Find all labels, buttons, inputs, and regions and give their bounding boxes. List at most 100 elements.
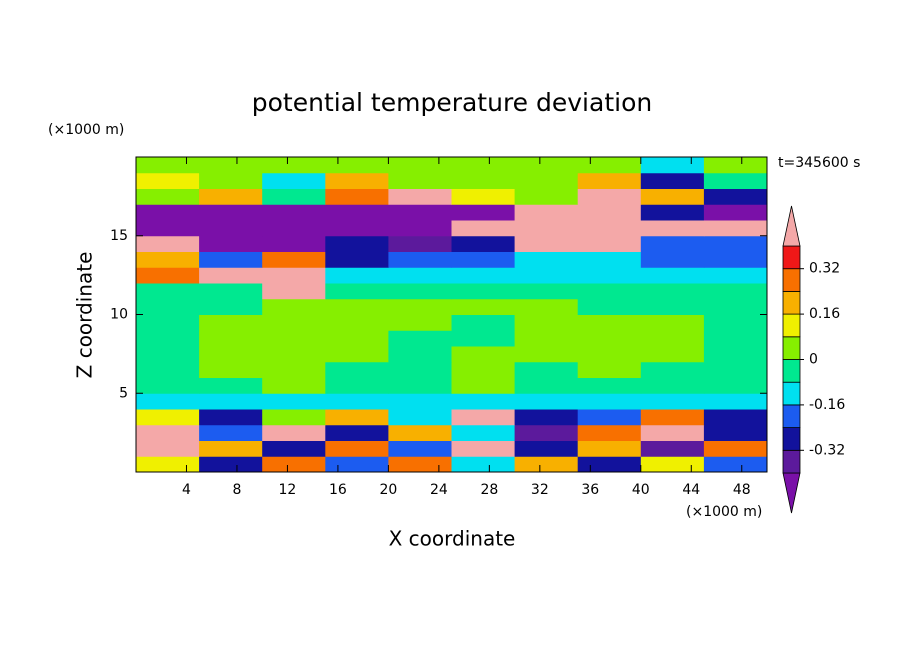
y-unit: (×1000 m) bbox=[48, 122, 124, 138]
contour-cell bbox=[577, 283, 642, 300]
contour-cell bbox=[136, 393, 200, 410]
contour-cell bbox=[262, 440, 326, 457]
colorbar-box bbox=[782, 290, 801, 315]
contour-cell bbox=[451, 172, 516, 189]
contour-cell bbox=[136, 361, 200, 378]
contour-cell bbox=[703, 251, 768, 268]
contour-cell bbox=[388, 204, 452, 221]
contour-cell bbox=[136, 440, 200, 457]
contour-cell bbox=[199, 330, 263, 347]
contour-cell bbox=[703, 424, 768, 441]
contour-cell bbox=[577, 409, 642, 426]
contour-cell bbox=[136, 377, 200, 394]
contour-cell bbox=[136, 456, 200, 473]
contour-cell bbox=[136, 204, 200, 221]
contour-cell bbox=[388, 267, 452, 284]
contour-cell bbox=[640, 440, 705, 457]
contour-cell bbox=[514, 409, 579, 426]
contour-cell bbox=[703, 298, 768, 315]
contour-cell bbox=[703, 393, 768, 410]
contour-cell bbox=[388, 235, 452, 252]
contour-cell bbox=[577, 157, 642, 174]
contour-cell bbox=[640, 361, 705, 378]
colorbar-tick-label: -0.32 bbox=[809, 442, 845, 458]
contour-cell bbox=[640, 314, 705, 331]
colorbar-box bbox=[782, 268, 801, 292]
contour-cell bbox=[640, 172, 705, 189]
x-tick-label: 24 bbox=[430, 482, 448, 498]
contour-cell bbox=[451, 409, 516, 426]
contour-cell bbox=[199, 283, 263, 300]
contour-cell bbox=[325, 267, 389, 284]
contour-cell bbox=[388, 361, 452, 378]
contour-cell bbox=[451, 298, 516, 315]
contour-cell bbox=[451, 330, 516, 347]
y-tick-label: 10 bbox=[110, 307, 128, 323]
x-tick-label: 8 bbox=[232, 482, 241, 498]
contour-cell bbox=[451, 220, 516, 237]
x-tick-label: 32 bbox=[531, 482, 549, 498]
contour-cell bbox=[325, 346, 389, 363]
contour-cell bbox=[703, 346, 768, 363]
contour-cell bbox=[451, 283, 516, 300]
contour-cell bbox=[514, 314, 579, 331]
contour-cell bbox=[325, 172, 389, 189]
x-tick-label: 16 bbox=[329, 482, 347, 498]
contour-cell bbox=[703, 314, 768, 331]
contour-cell bbox=[577, 424, 642, 441]
contour-cell bbox=[703, 456, 768, 473]
contour-cell bbox=[577, 298, 642, 315]
contour-cell bbox=[199, 424, 263, 441]
x-tick-label: 48 bbox=[733, 482, 751, 498]
colorbar-tick-label: 0 bbox=[809, 352, 818, 368]
contour-cell bbox=[451, 204, 516, 221]
contour-cell bbox=[514, 220, 579, 237]
contour-cell bbox=[514, 456, 579, 473]
contour-cell bbox=[199, 298, 263, 315]
contour-cell bbox=[451, 314, 516, 331]
contour-cell bbox=[388, 172, 452, 189]
contour-cell bbox=[199, 204, 263, 221]
contour-cell bbox=[325, 314, 389, 331]
contour-cell bbox=[262, 220, 326, 237]
contour-cell bbox=[577, 251, 642, 268]
contour-cell bbox=[199, 346, 263, 363]
contour-cell bbox=[703, 283, 768, 300]
contour-cell bbox=[262, 157, 326, 174]
contour-cell bbox=[703, 204, 768, 221]
contour-cell bbox=[388, 330, 452, 347]
contour-cell bbox=[640, 456, 705, 473]
colorbar-tick-label: 0.16 bbox=[809, 306, 840, 322]
contour-cell bbox=[640, 188, 705, 205]
contour-cell bbox=[388, 157, 452, 174]
contour-cell bbox=[640, 298, 705, 315]
colorbar-high bbox=[782, 205, 801, 247]
contour-cell bbox=[388, 424, 452, 441]
contour-cell bbox=[577, 267, 642, 284]
contour-cell bbox=[640, 393, 705, 410]
contour-cell bbox=[514, 172, 579, 189]
contour-cell bbox=[577, 314, 642, 331]
contour-cell bbox=[514, 346, 579, 363]
contour-cell bbox=[262, 283, 326, 300]
contour-cell bbox=[136, 314, 200, 331]
contour-cell bbox=[577, 393, 642, 410]
contour-cell bbox=[136, 235, 200, 252]
contour-cell bbox=[388, 188, 452, 205]
y-axis-label: Z coordinate bbox=[73, 252, 97, 379]
contour-cell bbox=[703, 377, 768, 394]
contour-cell bbox=[325, 456, 389, 473]
colorbar-box bbox=[782, 427, 801, 451]
contour-cell bbox=[451, 440, 516, 457]
contour-cell bbox=[577, 377, 642, 394]
contour-cell bbox=[325, 361, 389, 378]
contour-cell bbox=[136, 346, 200, 363]
contour-cell bbox=[703, 157, 768, 174]
contour-cell bbox=[514, 267, 579, 284]
contour-cell bbox=[325, 188, 389, 205]
x-tick-label: 12 bbox=[279, 482, 297, 498]
contour-cell bbox=[199, 220, 263, 237]
contour-cell bbox=[262, 204, 326, 221]
